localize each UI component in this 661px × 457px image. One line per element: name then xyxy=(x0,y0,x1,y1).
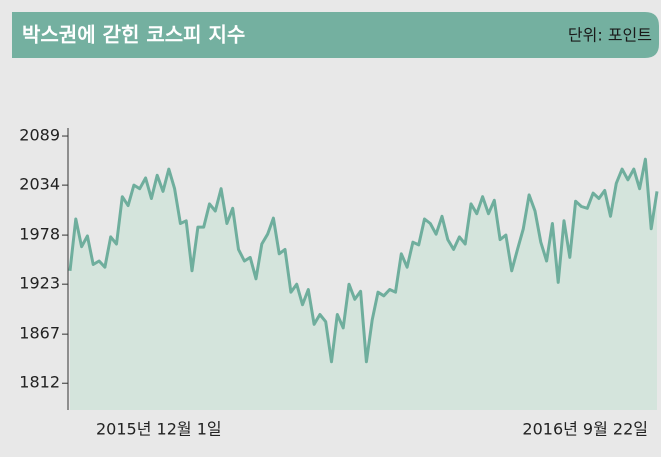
y-tick-label: 2089 xyxy=(19,126,60,145)
y-tick-label: 1978 xyxy=(19,225,60,244)
line xyxy=(68,157,659,364)
title-bar xyxy=(12,12,659,58)
y-tick-label: 1923 xyxy=(19,274,60,293)
y-tick-label: 2034 xyxy=(19,175,60,194)
y-tick-label: 1812 xyxy=(19,373,60,392)
unit-label: 단위: 포인트 xyxy=(568,26,652,45)
y-tick-label: 1867 xyxy=(19,324,60,343)
x-tick-label: 2016년 9월 22일 xyxy=(522,420,648,439)
area xyxy=(70,159,657,410)
x-tick-label: 2015년 12월 1일 xyxy=(96,420,222,439)
chart-title: 박스권에 갇힌 코스피 지수 xyxy=(22,23,245,47)
